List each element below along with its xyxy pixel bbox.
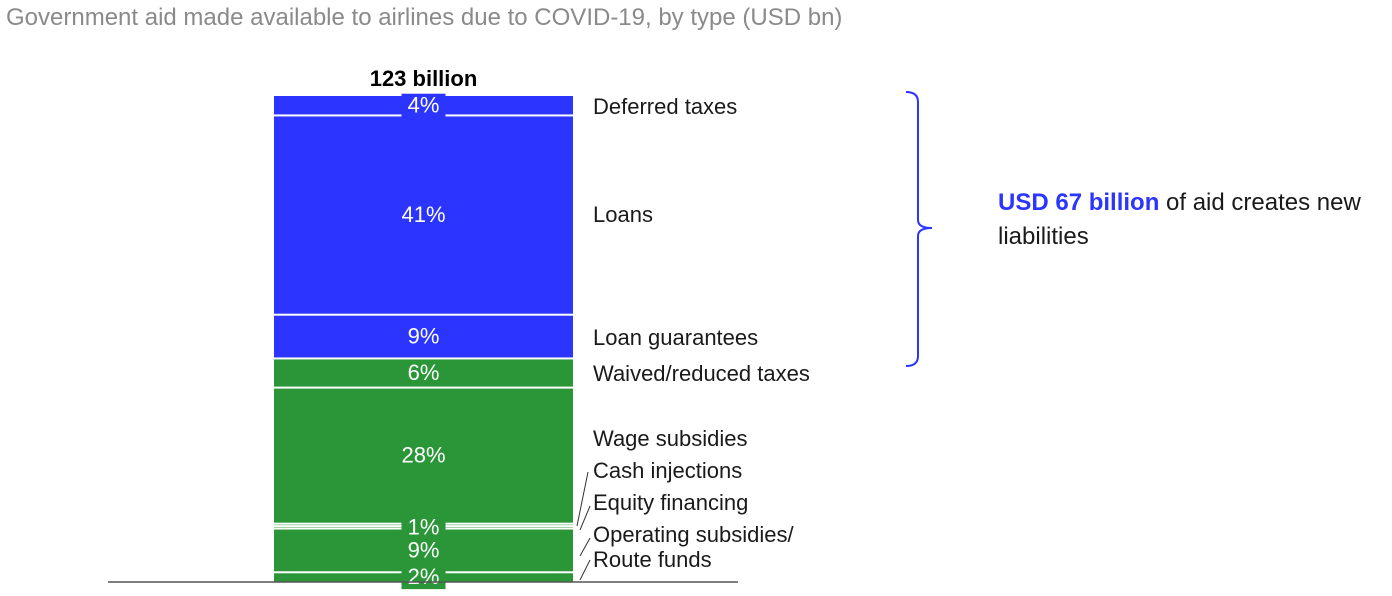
category-label-operating-subsidies: Operating subsidies/ — [593, 522, 794, 547]
total-label: 123 billion — [370, 66, 478, 91]
leader-line-route-funds — [579, 559, 591, 581]
liabilities-bracket — [905, 91, 933, 367]
chart-title: Government aid made available to airline… — [6, 4, 843, 31]
category-label-loan-guarantees: Loan guarantees — [593, 325, 758, 350]
value-label: 9% — [408, 324, 440, 349]
value-label: 4% — [408, 93, 440, 118]
bar-segment-waived-reduced-taxes — [274, 358, 573, 388]
callout-text: of aid creates new liabilities — [998, 189, 1361, 250]
value-label: 2% — [408, 564, 440, 589]
value-label: 6% — [408, 360, 440, 385]
bar-segment-wage-subsidies — [274, 387, 573, 524]
leader-line-equity-financing — [579, 505, 591, 531]
value-label: 1% — [408, 514, 440, 539]
value-label-background — [401, 93, 446, 118]
category-label-cash-injections: Cash injections — [593, 458, 742, 483]
category-label-loans: Loans — [593, 202, 653, 227]
value-label-background — [401, 565, 446, 590]
bar-segment-loan-guarantees — [274, 314, 573, 359]
category-label-route-funds: Route funds — [593, 547, 712, 572]
liabilities-callout: USD 67 billion of aid creates new liabil… — [998, 186, 1392, 254]
value-label: 28% — [401, 443, 445, 468]
category-label-deferred-taxes: Deferred taxes — [593, 94, 737, 119]
value-label: 9% — [408, 537, 440, 562]
segment-separator — [274, 313, 573, 316]
category-label-waived-reduced-taxes: Waived/reduced taxes — [593, 361, 810, 386]
segment-separator — [274, 386, 573, 389]
segment-separator — [274, 357, 573, 360]
value-label-background — [401, 515, 446, 540]
leader-line-cash-injections — [576, 471, 589, 527]
category-label-wage-subsidies: Wage subsidies — [593, 426, 747, 451]
callout-highlight: USD 67 billion — [998, 189, 1160, 216]
value-label: 41% — [401, 202, 445, 227]
category-label-equity-financing: Equity financing — [593, 490, 748, 515]
leader-line-operating-subsidies — [579, 537, 591, 557]
bar-segment-loans — [274, 115, 573, 315]
